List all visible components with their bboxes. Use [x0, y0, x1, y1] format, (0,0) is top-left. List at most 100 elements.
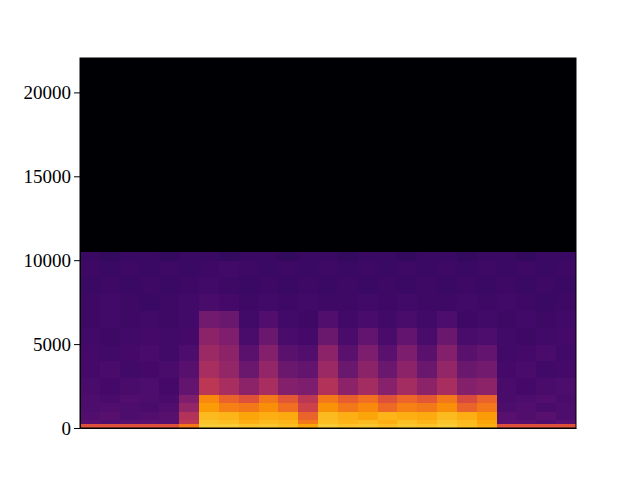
y-tick: 20000: [24, 82, 81, 103]
heatmap-cell: [516, 420, 536, 425]
heatmap-cell: [318, 420, 338, 425]
y-tick-mark: [74, 428, 80, 429]
heatmap-cell: [516, 327, 536, 344]
heatmap-cell: [457, 311, 477, 328]
heatmap-cell: [457, 260, 477, 277]
heatmap-cell: [378, 277, 398, 294]
heatmap-cell: [397, 378, 417, 395]
heatmap-cell: [259, 420, 279, 425]
heatmap-cell: [556, 311, 576, 328]
heatmap-cell: [179, 361, 199, 378]
heatmap-cell: [397, 277, 417, 294]
heatmap-cell: [80, 424, 100, 428]
heatmap-cell: [298, 378, 318, 395]
heatmap-cell: [378, 361, 398, 378]
heatmap-cell: [140, 411, 160, 420]
heatmap-cell: [120, 411, 140, 420]
heatmap-cell: [378, 294, 398, 311]
y-tick-mark: [74, 344, 80, 345]
heatmap-cell: [219, 420, 239, 425]
heatmap-cell: [278, 411, 298, 420]
heatmap-cell: [278, 260, 298, 277]
heatmap-cell: [100, 361, 120, 378]
heatmap-cell: [457, 327, 477, 344]
heatmap-cell: [80, 58, 100, 252]
heatmap-cell: [100, 58, 120, 252]
heatmap-cell: [437, 344, 457, 361]
heatmap-cell: [536, 403, 556, 412]
heatmap-cell: [179, 294, 199, 311]
heatmap-cell: [556, 411, 576, 420]
heatmap-cell: [338, 294, 358, 311]
heatmap-cell: [239, 58, 259, 252]
heatmap-cell: [199, 260, 219, 277]
heatmap-cell: [298, 252, 318, 261]
heatmap-cell: [556, 252, 576, 261]
heatmap-cell: [358, 277, 378, 294]
heatmap-cell: [199, 361, 219, 378]
heatmap-cell: [318, 294, 338, 311]
heatmap-cell: [556, 294, 576, 311]
heatmap-cell: [457, 424, 477, 428]
heatmap-cell: [259, 424, 279, 428]
heatmap-cell: [199, 424, 219, 428]
heatmap-cell: [100, 420, 120, 425]
heatmap-cell: [298, 260, 318, 277]
heatmap-cell: [358, 327, 378, 344]
heatmap-cell: [239, 378, 259, 395]
heatmap-cell: [199, 411, 219, 420]
heatmap-cell: [140, 361, 160, 378]
heatmap-cell: [536, 411, 556, 420]
heatmap-cell: [298, 327, 318, 344]
heatmap-cell: [358, 378, 378, 395]
heatmap-cell: [298, 424, 318, 428]
heatmap-cell: [338, 394, 358, 403]
heatmap-cell: [239, 277, 259, 294]
heatmap-cell: [477, 311, 497, 328]
heatmap-cell: [120, 260, 140, 277]
heatmap-cell: [497, 327, 517, 344]
heatmap-cell: [556, 420, 576, 425]
heatmap-cell: [278, 424, 298, 428]
heatmap-cell: [159, 361, 179, 378]
heatmap-cell: [397, 58, 417, 252]
heatmap-cell: [120, 344, 140, 361]
heatmap-cell: [338, 260, 358, 277]
heatmap-cell: [338, 403, 358, 412]
heatmap-cell: [477, 277, 497, 294]
heatmap-cell: [378, 411, 398, 420]
heatmap-cell: [417, 252, 437, 261]
heatmap-cell: [437, 420, 457, 425]
heatmap-cell: [259, 277, 279, 294]
heatmap-cell: [100, 403, 120, 412]
heatmap-cell: [278, 420, 298, 425]
heatmap-cell: [358, 420, 378, 425]
heatmap-cell: [437, 424, 457, 428]
heatmap-cell: [417, 344, 437, 361]
heatmap-cell: [497, 260, 517, 277]
heatmap-cell: [358, 252, 378, 261]
heatmap-cell: [437, 378, 457, 395]
heatmap-cell: [516, 424, 536, 428]
y-tick: 10000: [24, 250, 81, 271]
heatmap-cell: [100, 252, 120, 261]
heatmap-cell: [278, 294, 298, 311]
heatmap-cell: [556, 361, 576, 378]
heatmap-cell: [298, 344, 318, 361]
heatmap-cell: [378, 378, 398, 395]
heatmap-cell: [338, 252, 358, 261]
heatmap-cell: [437, 294, 457, 311]
heatmap-cell: [278, 344, 298, 361]
heatmap-cell: [358, 311, 378, 328]
heatmap-cell: [378, 424, 398, 428]
heatmap-cell: [80, 327, 100, 344]
heatmap-cell: [100, 411, 120, 420]
heatmap-cell: [159, 58, 179, 252]
heatmap-cell: [179, 277, 199, 294]
heatmap-cell: [239, 311, 259, 328]
heatmap-cell: [516, 361, 536, 378]
heatmap-cell: [298, 411, 318, 420]
heatmap-cell: [219, 311, 239, 328]
heatmap-cell: [477, 424, 497, 428]
heatmap-cell: [358, 294, 378, 311]
